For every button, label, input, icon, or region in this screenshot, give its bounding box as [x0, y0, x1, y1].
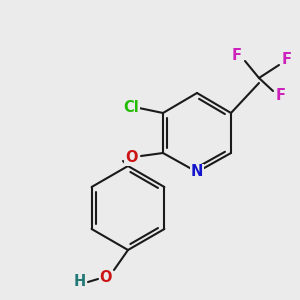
Text: H: H — [74, 274, 86, 290]
Text: F: F — [232, 49, 242, 64]
Text: O: O — [100, 271, 112, 286]
Text: O: O — [125, 151, 137, 166]
Text: N: N — [191, 164, 203, 179]
Text: Cl: Cl — [123, 100, 139, 116]
Text: F: F — [282, 52, 292, 68]
Text: F: F — [276, 88, 286, 104]
